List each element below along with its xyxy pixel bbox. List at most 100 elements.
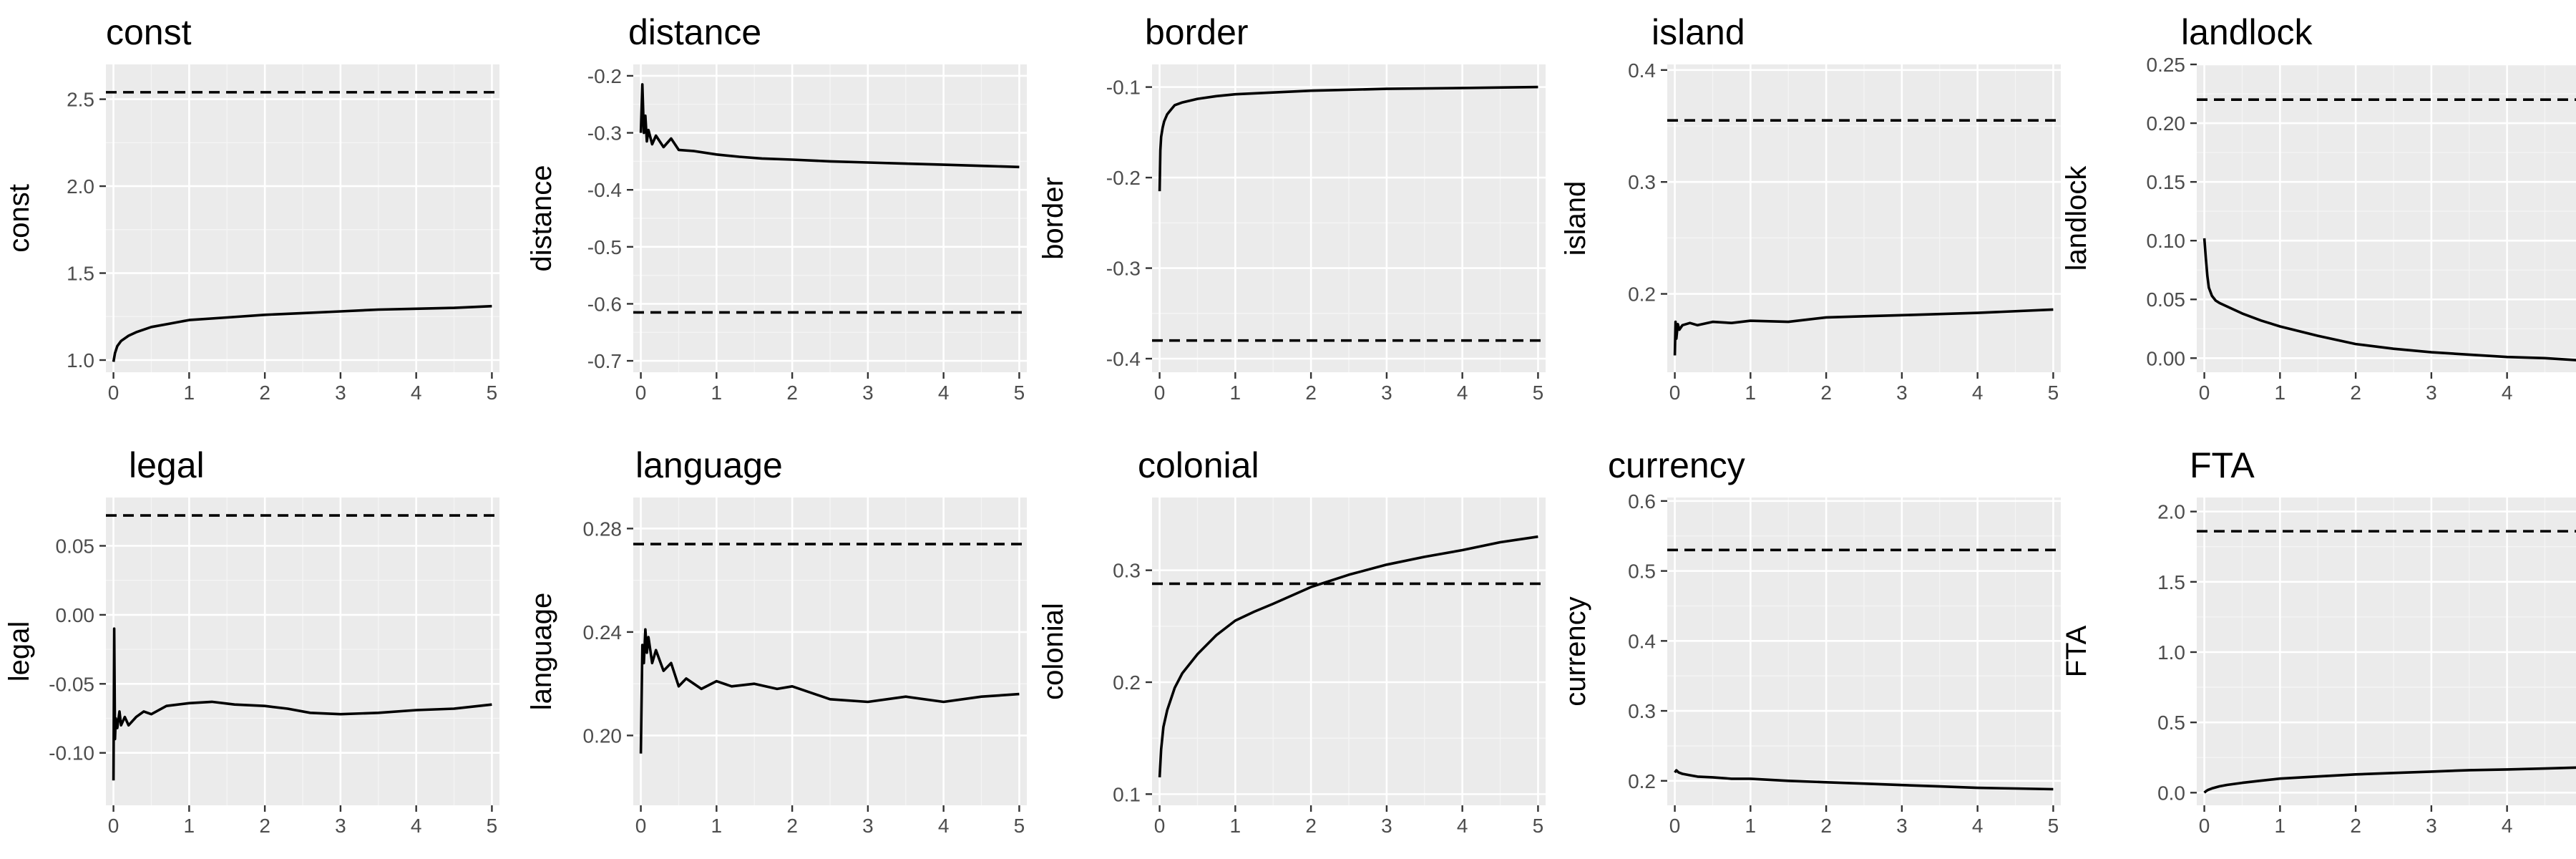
y-tick-label: -0.05: [49, 673, 94, 695]
x-tick-label: 2: [1305, 815, 1317, 837]
y-tick-label: 0.28: [583, 518, 623, 540]
y-axis-title: border: [1038, 177, 1069, 260]
y-tick-label: 0.00: [56, 604, 95, 626]
panel-colonial: 0 1 2 3 4 5 0.1 0.2 0.3 colonial colonial: [1038, 445, 1546, 837]
y-tick-label: 0.3: [1113, 560, 1141, 582]
x-tick-label: 3: [1381, 815, 1392, 837]
y-tick-label: -0.3: [1106, 258, 1141, 280]
y-axis-title: language: [526, 593, 557, 711]
y-tick-label: 0.20: [583, 724, 623, 747]
panel-title: distance: [628, 12, 761, 52]
x-tick-label: 0: [1154, 815, 1166, 837]
x-tick-label: 5: [1533, 815, 1544, 837]
y-tick-label: 2.0: [67, 175, 94, 198]
y-tick-label: 2.5: [67, 89, 94, 111]
y-tick-label: 0.5: [2157, 712, 2185, 734]
x-tick-label: 2: [1305, 382, 1317, 404]
y-tick-label: -0.7: [587, 350, 622, 372]
series-line: [1158, 535, 1538, 777]
x-tick-label: 1: [711, 815, 723, 837]
y-axis-title: landlock: [2061, 165, 2092, 271]
y-tick-label: 0.4: [1628, 59, 1656, 82]
series-line: [2202, 238, 2576, 361]
panel-landlock: 0123450.000.050.100.150.200.25landlockla…: [2061, 12, 2576, 404]
panel-title: island: [1652, 12, 1745, 52]
x-tick-label: 2: [1820, 382, 1832, 404]
x-tick-label: 5: [1014, 815, 1025, 837]
x-tick-label: 1: [1745, 815, 1757, 837]
series-line: [2203, 766, 2576, 794]
y-axis-title: distance: [526, 165, 557, 272]
y-tick-label: 0.4: [1628, 630, 1656, 652]
x-tick-label: 5: [2048, 815, 2059, 837]
x-tick-label: 4: [2502, 815, 2513, 837]
y-tick-label: -0.5: [587, 236, 622, 258]
x-tick-label: 2: [786, 815, 798, 837]
y-tick-label: 2.0: [2157, 501, 2185, 523]
series-line: [1674, 769, 2054, 791]
series-line: [639, 628, 1020, 754]
y-tick-label: -0.4: [1106, 348, 1141, 370]
panel-island: 0 1 2 3 4 5 0.2 0.3 0.4 island island: [1560, 12, 2061, 404]
panel-background: [2197, 64, 2576, 372]
series-line: [639, 83, 1020, 169]
series-line: [112, 627, 492, 781]
x-tick-label: 1: [184, 382, 195, 404]
y-tick-label: 1.5: [2157, 571, 2185, 593]
y-axis-title: island: [1560, 181, 1591, 256]
y-axis-title: FTA: [2061, 625, 2092, 677]
y-tick-label: -0.3: [587, 122, 622, 145]
y-tick-label: 0.15: [2147, 171, 2186, 193]
x-tick-label: 4: [1972, 815, 1984, 837]
y-tick-label: 0.05: [2147, 288, 2186, 311]
panel-title: border: [1145, 12, 1249, 52]
x-tick-label: 2: [259, 382, 270, 404]
x-tick-label: 4: [411, 382, 422, 404]
y-tick-label: -0.2: [587, 65, 622, 87]
x-tick-label: 0: [2199, 382, 2210, 404]
y-tick-label: -0.10: [49, 742, 94, 765]
panel-language: 0 1 2 3 4 5 0.20 0.24 0.28 language language: [526, 445, 1027, 837]
x-tick-label: 3: [335, 815, 346, 837]
y-tick-label: 0.0: [2157, 782, 2185, 804]
y-axis-title: const: [4, 184, 35, 253]
x-tick-label: 0: [1669, 382, 1681, 404]
series-line: [1673, 308, 2054, 356]
panel-const: 0 1 2 3 4 5 1.0 1.5 2.0 2.5 const const: [4, 12, 499, 404]
panel-currency: 0 1 2 3 4 5 0.2 0.3 0.4 0.5 0.6 currency currency: [1560, 445, 2061, 837]
x-tick-label: 5: [1533, 382, 1544, 404]
x-tick-label: 0: [1154, 382, 1166, 404]
x-tick-label: 3: [2426, 815, 2437, 837]
panel-distance: 0 1 2 3 4 5 -0.7 -0.6 -0.5 -0.4 -0.3 -0.2 distance di…: [526, 12, 1027, 404]
x-tick-label: 2: [259, 815, 270, 837]
y-tick-label: 0.25: [2147, 54, 2186, 76]
y-axis-title: colonial: [1038, 603, 1069, 700]
y-axis-title: currency: [1560, 596, 1591, 706]
x-tick-label: 4: [2502, 382, 2513, 404]
y-tick-label: 0.00: [2147, 347, 2186, 369]
x-tick-label: 0: [1669, 815, 1681, 837]
y-tick-label: 0.10: [2147, 230, 2186, 252]
x-tick-label: 2: [786, 382, 798, 404]
panel-title: currency: [1608, 445, 1745, 485]
series-line: [112, 304, 492, 362]
x-tick-label: 0: [108, 815, 119, 837]
x-tick-label: 4: [938, 815, 950, 837]
x-tick-label: 0: [635, 382, 647, 404]
y-tick-label: 0.3: [1628, 171, 1656, 193]
x-tick-label: 3: [862, 815, 874, 837]
y-tick-label: 0.2: [1628, 770, 1656, 792]
panel-title: FTA: [2190, 445, 2255, 485]
x-tick-label: 2: [2350, 382, 2361, 404]
y-tick-label: -0.6: [587, 293, 622, 315]
x-tick-label: 0: [635, 815, 647, 837]
x-tick-label: 2: [1820, 815, 1832, 837]
y-tick-label: 0.20: [2147, 112, 2186, 135]
y-tick-label: 1.5: [67, 263, 94, 285]
x-tick-label: 5: [2048, 382, 2059, 404]
panel-title: language: [635, 445, 783, 485]
x-tick-label: 1: [1230, 815, 1241, 837]
y-tick-label: 0.5: [1628, 560, 1656, 583]
